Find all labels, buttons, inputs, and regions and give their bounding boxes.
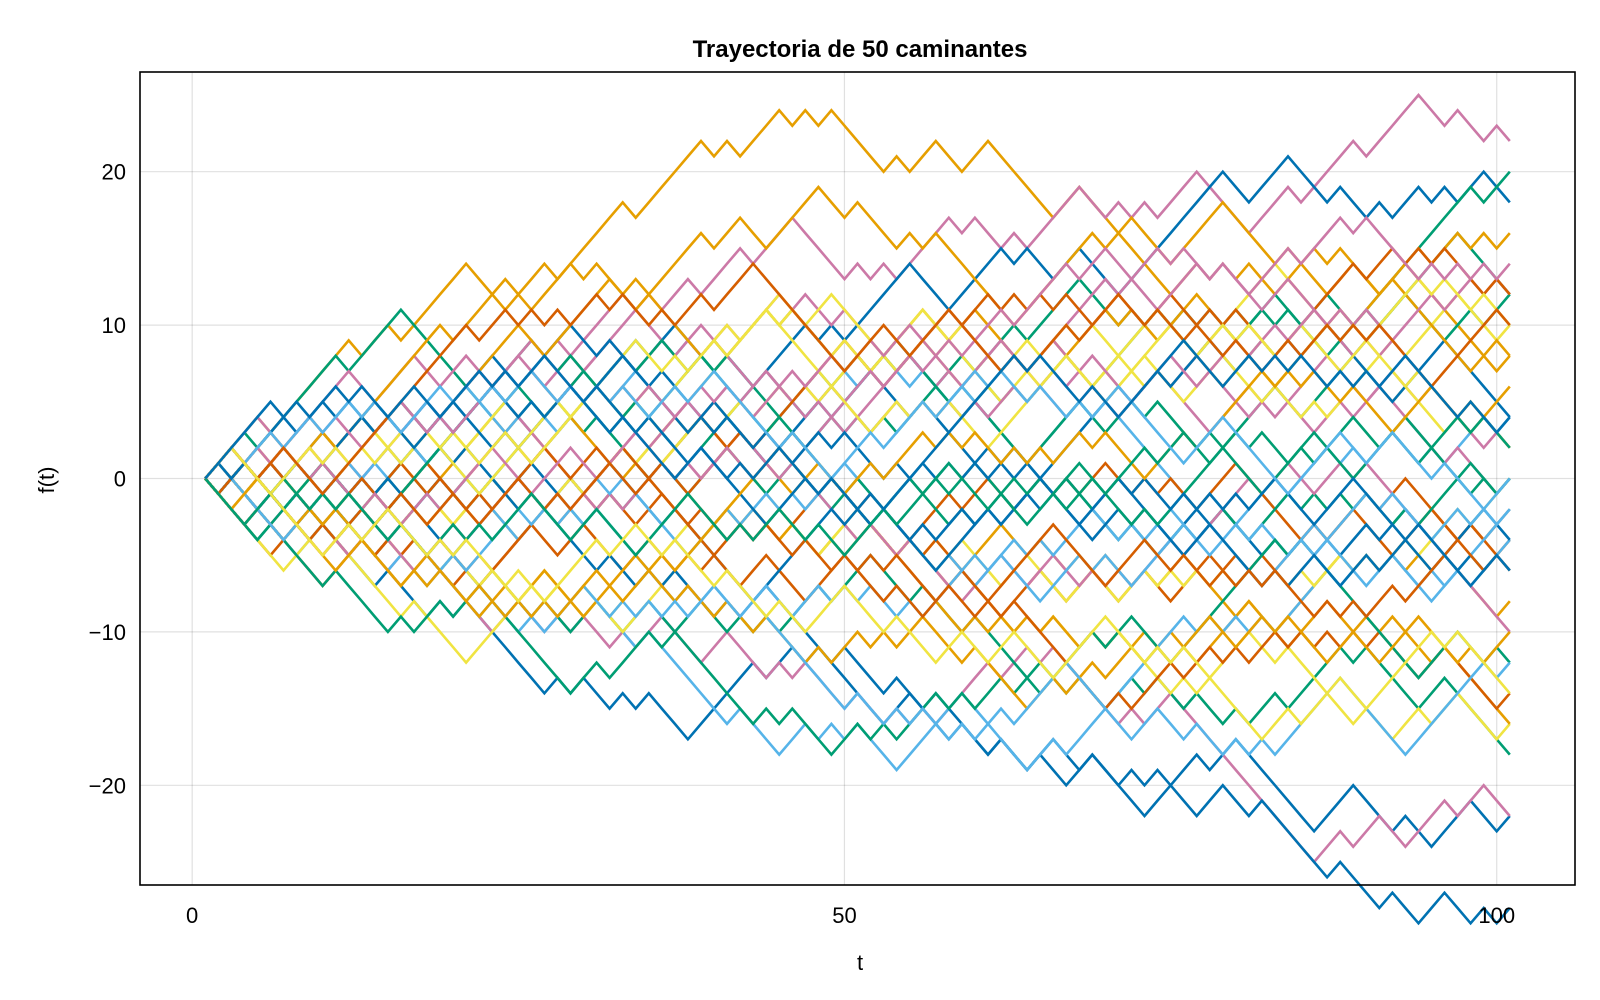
- tick-labels: 0 50 100 −20 −10 0 10 20: [89, 160, 1515, 928]
- y-tick-label: 0: [114, 467, 126, 492]
- y-tick-label: −20: [89, 773, 126, 798]
- walker-series: [204, 92, 1511, 926]
- y-tick-label: 20: [102, 160, 126, 185]
- walker-line-39: [204, 307, 1511, 527]
- walker-line-50: [204, 338, 1511, 512]
- x-tick-label: 100: [1478, 903, 1515, 928]
- walker-line-41: [204, 461, 1511, 619]
- x-tick-label: 50: [832, 903, 856, 928]
- walker-line-47: [204, 369, 1511, 512]
- walker-line-1: [204, 108, 1511, 496]
- x-tick-label: 0: [186, 903, 198, 928]
- y-tick-label: 10: [102, 313, 126, 338]
- walker-line-44: [204, 369, 1511, 619]
- walker-line-48: [204, 261, 1511, 496]
- chart-title: Trayectoria de 50 caminantes: [693, 36, 1028, 63]
- y-tick-label: −10: [89, 620, 126, 645]
- walker-line-49: [204, 445, 1511, 742]
- y-axis-label: f(t): [34, 467, 59, 494]
- plot-frame: [139, 71, 1576, 886]
- walker-line-37: [204, 477, 1511, 711]
- x-axis-label: t: [857, 950, 863, 975]
